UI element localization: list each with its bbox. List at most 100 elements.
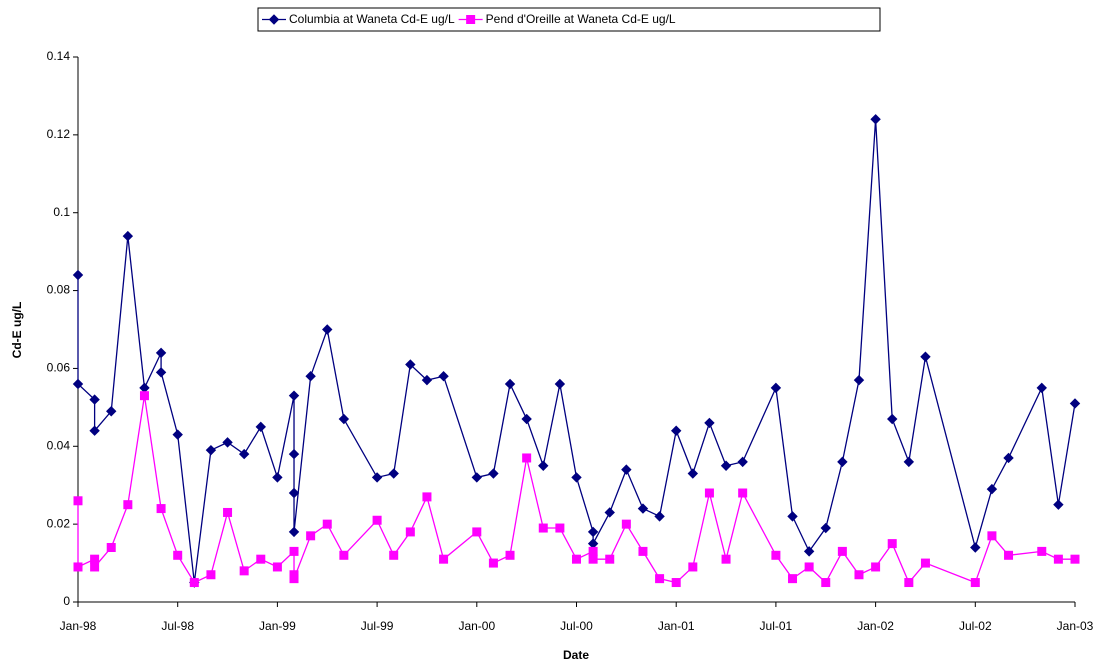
data-point [670,425,682,436]
data-point [987,531,997,541]
data-point [704,488,714,498]
data-point [339,550,349,560]
data-point [538,523,548,533]
data-point [588,554,598,564]
x-tick-label: Jul-99 [361,619,394,633]
data-point [288,487,300,499]
legend-marker [268,14,280,25]
x-tick-label: Jul-02 [959,619,992,633]
data-point [72,378,84,390]
x-axis-title: Date [563,648,589,662]
data-point [770,382,782,394]
data-point [1003,452,1014,464]
data-point [72,269,84,281]
data-point [737,456,748,468]
data-point [472,527,482,537]
y-tick-label: 0.14 [47,49,71,63]
data-point [804,562,814,572]
data-point [122,230,134,242]
y-tick-label: 0 [63,594,70,608]
data-point [572,554,581,564]
data-point [587,526,599,538]
data-point [238,448,250,460]
data-point [139,391,149,401]
data-point [621,519,631,529]
data-point [687,468,699,479]
data-point [471,472,483,483]
y-tick-label: 0.12 [47,127,71,141]
data-point [421,374,433,386]
data-point [439,554,449,564]
legend-label: Pend d'Oreille at Waneta Cd-E ug/L [486,12,676,26]
data-point [904,578,914,588]
data-point [288,526,300,538]
data-point [821,578,831,588]
data-point [771,550,781,560]
data-point [854,570,864,580]
x-tick-label: Jan-02 [857,619,894,633]
x-tick-label: Jan-03 [1057,619,1094,633]
x-tick-label: Jan-00 [458,619,495,633]
data-point [289,546,299,556]
data-point [90,562,100,572]
data-point [422,492,432,502]
x-tick-label: Jan-01 [658,619,695,633]
data-point [853,374,865,386]
data-point [172,429,183,440]
data-point [637,503,649,514]
data-point [504,378,516,390]
data-point [1053,499,1064,510]
data-point [89,425,100,436]
data-point [272,562,282,572]
data-point [389,550,399,560]
data-point [1004,550,1014,560]
data-point [588,546,598,556]
data-point [156,504,166,514]
data-point [123,500,133,510]
data-point [605,554,615,564]
y-tick-label: 0.02 [47,516,71,530]
data-point [488,468,499,479]
data-point [223,507,233,517]
data-point [720,460,732,471]
data-point [488,558,498,568]
data-point [256,554,266,564]
data-point [555,523,565,533]
data-point [837,546,847,556]
data-point [871,562,881,572]
data-point [820,522,831,534]
y-tick-label: 0.1 [53,205,70,219]
x-tick-label: Jul-01 [760,619,793,633]
data-point [405,359,416,370]
data-point [554,378,566,390]
data-point [289,574,299,584]
data-point [655,574,665,584]
data-point [704,417,715,429]
data-point [155,367,167,378]
data-point [73,496,83,506]
data-point [654,511,665,522]
data-point [155,347,167,359]
data-point [239,566,249,576]
data-point [721,554,731,564]
data-point [887,413,898,425]
data-point [587,538,599,549]
data-point [106,406,117,417]
data-point [288,448,300,460]
data-point [139,382,150,394]
data-point [372,515,382,525]
legend-label: Columbia at Waneta Cd-E ug/L [289,12,455,26]
series-line [77,119,1076,583]
data-point [803,546,815,557]
data-point [970,542,981,553]
data-point [1037,546,1047,556]
data-point [89,394,100,405]
data-point [438,371,449,382]
data-point [189,578,199,588]
y-axis-title: Cd-E ug/L [10,302,24,359]
data-point [222,437,233,448]
data-point [738,488,748,498]
data-point [73,562,83,572]
data-point [405,527,415,537]
